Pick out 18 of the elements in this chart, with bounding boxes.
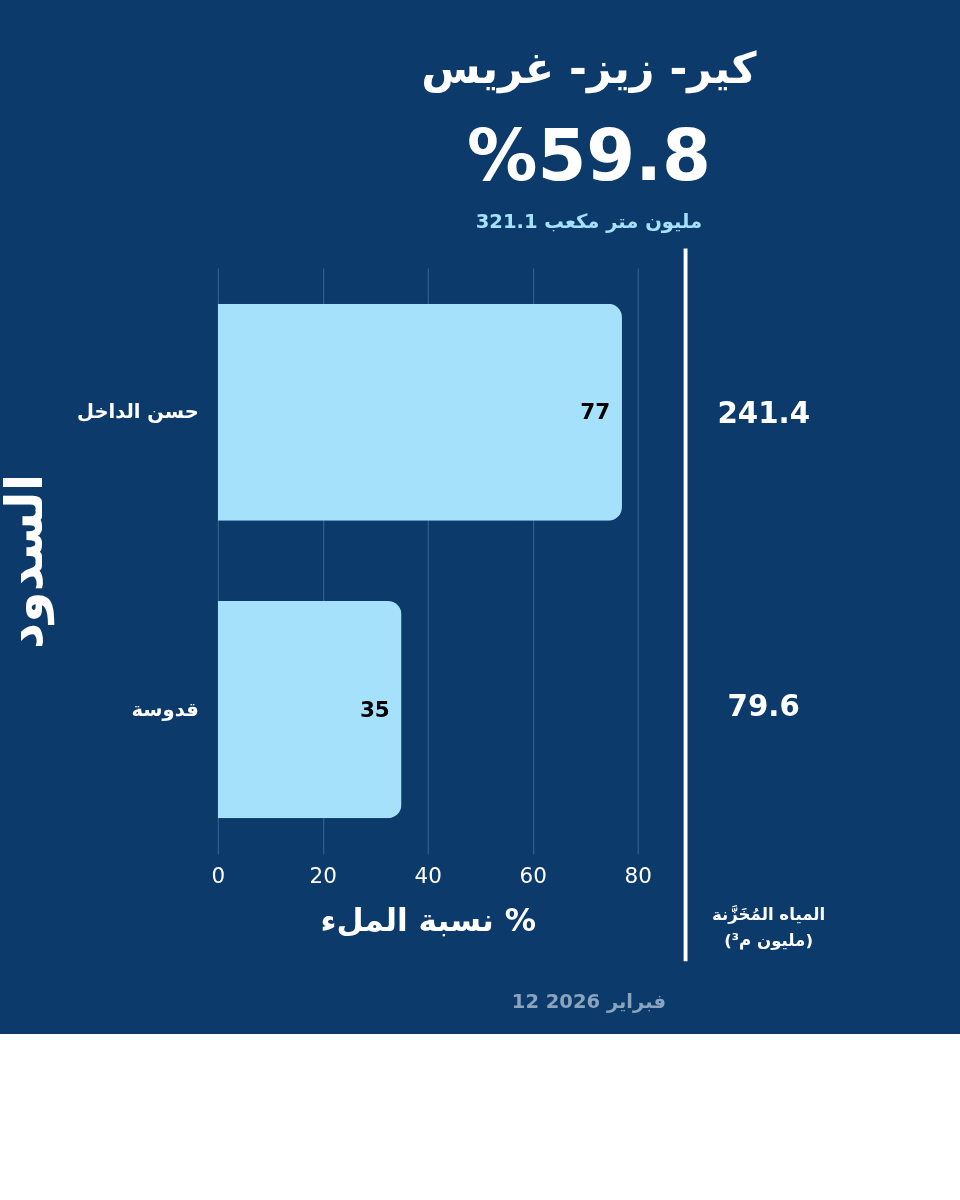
x-tick-label: 80 — [624, 862, 652, 888]
x-tick-label: 40 — [414, 862, 442, 888]
x-tick-label: 20 — [309, 862, 337, 888]
data-label: 35 — [359, 696, 390, 722]
y-tick-label: حسن الداخل — [76, 400, 199, 424]
x-tick-label: 60 — [519, 862, 547, 888]
text: 321.1 مليون متر مكعب — [475, 209, 703, 233]
y-tick-label: قدوسة — [131, 697, 199, 721]
x-axis-title: نسبة الملء % — [320, 901, 537, 938]
y-axis-title: السدود — [0, 473, 55, 649]
chart-title: كير- زيز- غريس — [421, 43, 757, 95]
text: 12 فبراير 2026 — [511, 990, 666, 1014]
text: المياه المُخَزَّنة (مليون م³) — [711, 904, 826, 951]
chart-subtitle: %59.8 — [466, 115, 711, 198]
data-label: 77 — [580, 399, 611, 425]
text: 79.6 — [727, 689, 800, 724]
x-tick-label: 0 — [211, 862, 226, 888]
text: 241.4 — [717, 396, 811, 431]
